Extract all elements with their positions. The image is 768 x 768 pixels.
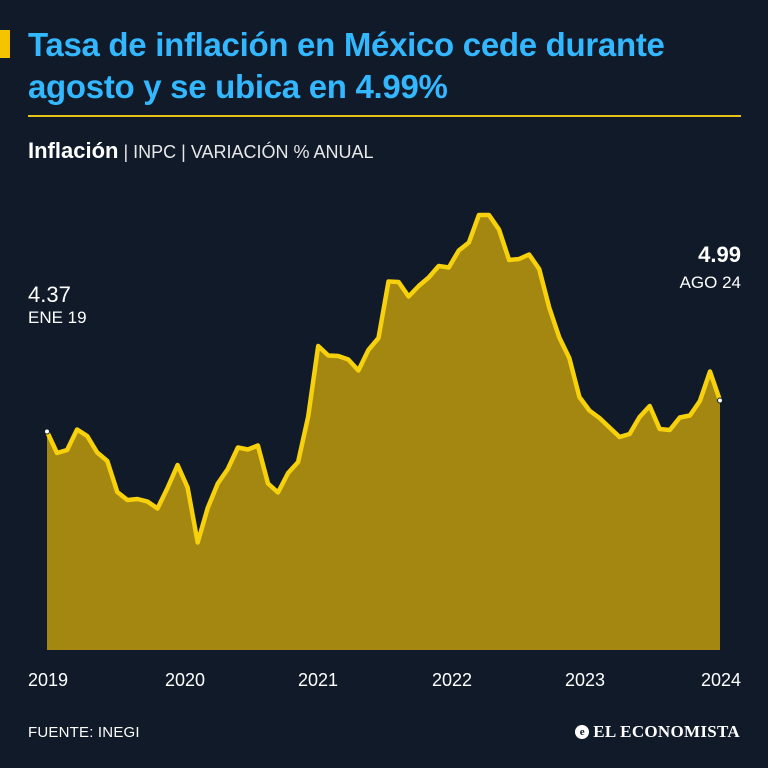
brand-logo: e EL ECONOMISTA: [575, 722, 740, 742]
data-point: [717, 397, 723, 404]
start-date-label: ENE 19: [28, 308, 87, 327]
series-line: [44, 212, 723, 545]
end-date-label: AGO 24: [680, 273, 741, 292]
x-tick-label: 2024: [701, 670, 741, 690]
brand-e-icon: e: [575, 725, 590, 739]
page-title: Tasa de inflación en México cede durante…: [28, 26, 665, 105]
chart-subtitle: Inflación | INPC | VARIACIÓN % ANUAL: [28, 138, 374, 164]
x-tick-label: 2023: [565, 670, 605, 690]
brand-name: EL ECONOMISTA: [593, 722, 740, 741]
subtitle-bold: Inflación: [28, 138, 119, 163]
x-tick-label: 2022: [432, 670, 472, 690]
source-note: FUENTE: INEGI: [28, 724, 140, 741]
accent-bar: [0, 30, 10, 58]
subtitle-rest: | INPC | VARIACIÓN % ANUAL: [118, 142, 374, 162]
x-tick-label: 2019: [28, 670, 68, 690]
end-value-label: 4.99: [698, 242, 741, 267]
x-tick-label: 2020: [165, 670, 205, 690]
data-point: [44, 428, 50, 435]
x-tick-label: 2021: [298, 670, 338, 690]
area-fill: [47, 215, 720, 650]
start-value-label: 4.37: [28, 282, 71, 307]
title-divider: [28, 115, 741, 117]
